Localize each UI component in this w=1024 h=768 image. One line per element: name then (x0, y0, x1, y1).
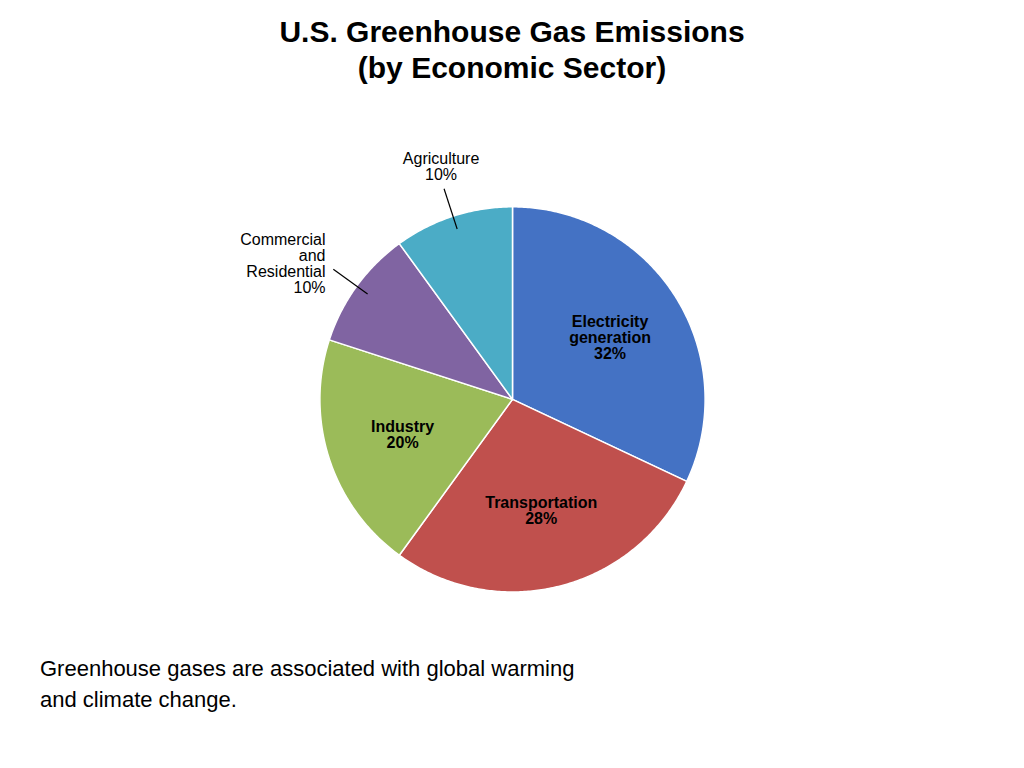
svg-text:Industry20%: Industry20% (371, 418, 434, 451)
html-text:U.S. Greenhouse Gas Emissions: U.S. Greenhouse Gas Emissions (by Econom… (279, 15, 745, 84)
svg-text:Transportation28%: Transportation28% (485, 494, 597, 527)
svg-text:Electricitygeneration32%: Electricitygeneration32% (569, 313, 651, 362)
svg-text:Agriculture10%: Agriculture10% (403, 150, 480, 183)
svg-text:CommercialandResidential10%: CommercialandResidential10% (240, 231, 325, 296)
html-text:Greenhouse gases are associate: Greenhouse gases are associated with glo… (40, 656, 575, 712)
